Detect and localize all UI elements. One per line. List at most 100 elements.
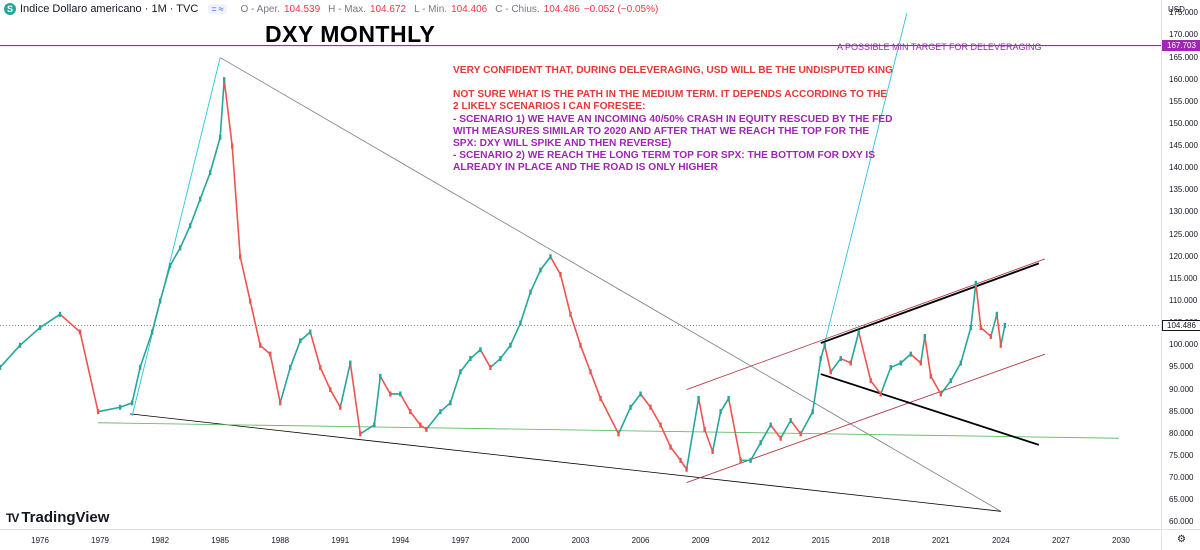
price-segment-64	[685, 397, 700, 471]
price-segment-47	[509, 322, 522, 347]
symbol-legend[interactable]: S Indice Dollaro americano · 1M · TVC = …	[4, 3, 658, 15]
price-segment-43	[469, 348, 482, 360]
tradingview-logo[interactable]: TV TradingView	[6, 509, 109, 526]
price-candle-23	[269, 351, 272, 357]
price-segment-68	[719, 397, 730, 413]
price-segment-4	[59, 313, 81, 333]
y-tick-label: 135.000	[1169, 185, 1198, 195]
price-segment-77	[811, 357, 822, 413]
price-segment-10	[151, 300, 161, 333]
price-candle-1	[0, 364, 2, 370]
price-segment-57	[617, 406, 632, 435]
y-tick-label: 90.000	[1169, 384, 1194, 394]
price-candle-97	[979, 325, 983, 331]
time-axis[interactable]: 1976 1979 1982 1985 1988 1991 1994 1997 2000 2003…	[0, 529, 1161, 550]
price-chart[interactable]	[0, 0, 1161, 529]
price-candle-46	[499, 356, 502, 362]
chart-area[interactable]: S Indice Dollaro americano · 1M · TVC = …	[0, 0, 1161, 529]
price-segment-62	[669, 446, 682, 462]
price-segment-37	[409, 410, 422, 426]
price-axis[interactable]: USD 60.000 65.000 70.000 75.000 80.000 85.000…	[1161, 0, 1200, 529]
price-segment-82	[849, 331, 860, 364]
symbol-title[interactable]: Indice Dollaro americano · 1M · TVC	[20, 3, 199, 15]
price-segment-30	[339, 362, 352, 409]
price-candle-16	[208, 170, 212, 176]
price-candle-6	[96, 409, 100, 415]
wave-icon[interactable]: ≈	[218, 4, 224, 14]
price-segment-67	[711, 410, 722, 453]
minus-icon[interactable]: =	[211, 4, 217, 14]
target-note[interactable]: A POSSIBLE MIN TARGET FOR DELEVERAGING	[837, 42, 1042, 52]
price-candle-67	[711, 449, 714, 455]
price-segment-75	[789, 419, 802, 435]
y-tick-label: 175.000	[1169, 8, 1198, 18]
y-tick-label: 160.000	[1169, 74, 1198, 84]
price-segment-12	[169, 247, 181, 267]
price-candle-39	[425, 426, 428, 432]
price-candle-17	[218, 134, 222, 140]
y-tick-label: 120.000	[1169, 251, 1198, 261]
price-segment-94	[960, 326, 972, 364]
y-tick-label: 145.000	[1169, 141, 1198, 151]
price-segment-19	[231, 145, 242, 258]
x-tick-label: 2024	[991, 536, 1010, 545]
price-candle-41	[449, 400, 452, 406]
chart-headline[interactable]: DXY MONTHLY	[265, 21, 436, 47]
price-segment-44	[479, 348, 492, 369]
price-candle-64	[685, 466, 688, 472]
price-candle-90	[923, 333, 926, 339]
y-tick-label: 110.000	[1169, 296, 1198, 306]
compare-buttons[interactable]: = ≈	[208, 4, 227, 14]
y-tick-label: 165.000	[1169, 52, 1198, 62]
price-segment-9	[139, 331, 153, 369]
price-candle-94	[959, 360, 963, 366]
price-segment-17	[219, 78, 225, 139]
price-candle-28	[319, 364, 322, 370]
currency-label[interactable]: USD	[1168, 5, 1185, 14]
x-tick-label: 1994	[391, 536, 410, 545]
price-segment-72	[759, 424, 772, 444]
price-segment-92	[940, 379, 952, 395]
price-segment-31	[349, 362, 362, 435]
price-segment-88	[909, 353, 922, 364]
price-segment-71	[749, 441, 762, 462]
x-tick-label: 2006	[631, 536, 650, 545]
price-segment-52	[559, 273, 572, 316]
price-candle-26	[299, 338, 302, 344]
price-segment-61	[659, 424, 672, 448]
price-candle-81	[839, 356, 842, 362]
price-segment-95	[970, 282, 977, 329]
note-line-4: - SCENARIO 2) WE REACH THE LONG TERM TOP…	[453, 150, 876, 174]
close-value: 104.486	[543, 3, 580, 15]
price-candle-25	[289, 364, 292, 370]
analysis-note[interactable]: VERY CONFIDENT THAT, DURING DELEVERAGING…	[453, 65, 893, 175]
price-segment-2	[19, 326, 41, 347]
price-segment-74	[779, 419, 792, 440]
price-candle-58	[629, 404, 632, 410]
price-segment-46	[499, 344, 512, 360]
x-tick-label: 2021	[931, 536, 950, 545]
price-segment-3	[39, 313, 61, 329]
price-segment-24	[279, 366, 292, 404]
gear-icon[interactable]: ⚙	[1177, 534, 1186, 545]
price-candle-54	[579, 342, 582, 348]
price-candle-34	[379, 373, 382, 379]
price-segment-13	[179, 224, 191, 249]
open-label: O - Aper.	[240, 3, 280, 15]
price-candle-44	[479, 347, 482, 353]
price-candle-50	[539, 267, 542, 273]
price-segment-49	[529, 269, 542, 293]
price-candle-32	[359, 431, 362, 437]
price-segment-42	[459, 357, 472, 373]
current-price-label: 104.486	[1162, 319, 1200, 331]
x-tick-label: 1991	[331, 536, 350, 545]
price-segment-98	[990, 313, 998, 338]
price-segment-99	[996, 313, 1002, 347]
price-candle-8	[130, 400, 134, 406]
axis-settings[interactable]: ⚙	[1161, 529, 1200, 550]
price-segment-48	[519, 291, 532, 324]
price-segment-55	[589, 371, 602, 400]
price-candle-63	[679, 457, 682, 463]
price-candle-79	[823, 342, 826, 348]
price-candle-37	[409, 409, 412, 415]
